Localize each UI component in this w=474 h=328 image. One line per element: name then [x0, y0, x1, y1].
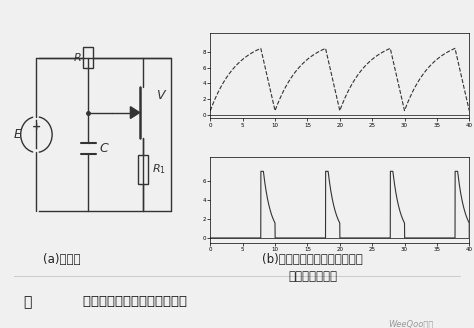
Text: $R_1$: $R_1$	[152, 162, 166, 176]
Text: (b)电容电压（上）、输出电压
（下）的波形图: (b)电容电压（上）、输出电压 （下）的波形图	[263, 253, 363, 282]
Text: E: E	[14, 128, 22, 141]
Bar	[137, 154, 148, 184]
Text: +: +	[32, 122, 41, 132]
Bar	[83, 48, 93, 69]
Text: C: C	[100, 142, 108, 155]
Text: (a)电路图: (a)电路图	[43, 253, 81, 266]
Text: V: V	[156, 90, 164, 102]
Text: 单结晶体管构成弛张振荡电路: 单结晶体管构成弛张振荡电路	[66, 295, 187, 308]
Text: 图: 图	[24, 295, 32, 309]
Text: WeeQoo推库: WeeQoo推库	[389, 319, 434, 328]
Polygon shape	[130, 107, 140, 118]
Text: R: R	[73, 53, 81, 63]
